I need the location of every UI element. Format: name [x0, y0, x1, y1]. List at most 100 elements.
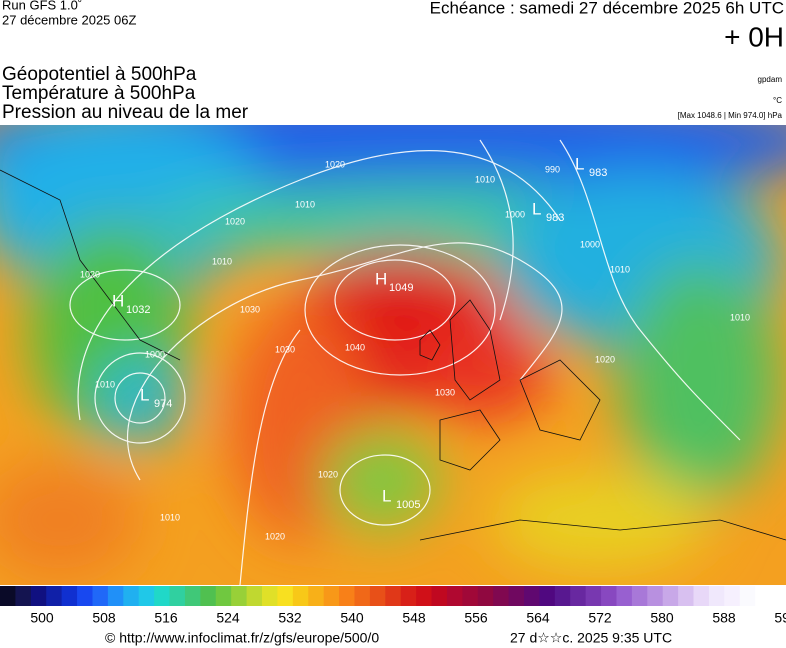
scale-label: 588	[712, 610, 736, 626]
isobar-label: 1000	[145, 349, 165, 359]
scale-label: 516	[154, 610, 178, 626]
color-swatch	[724, 586, 741, 606]
color-swatch	[446, 586, 463, 606]
isobar-label: 1020	[225, 216, 245, 226]
scale-label: 524	[216, 610, 240, 626]
coastlines	[0, 169, 786, 541]
scale-label: 508	[92, 610, 116, 626]
isobar-label: 1030	[275, 344, 295, 354]
center-letter: H	[375, 269, 387, 288]
color-swatch	[693, 586, 710, 606]
color-swatch	[477, 586, 494, 606]
isobar-label: 1030	[435, 387, 455, 397]
color-swatch	[308, 586, 325, 606]
color-swatch	[493, 586, 510, 606]
isobar-label: 1010	[475, 174, 495, 184]
center-value: 983	[546, 212, 564, 224]
isobar-label: 1020	[318, 469, 338, 479]
color-swatch	[292, 586, 309, 606]
isobar-label: 1010	[95, 379, 115, 389]
isobar-label: 1010	[212, 256, 232, 266]
color-swatch	[524, 586, 540, 606]
color-swatch	[123, 586, 140, 606]
center-value: 1049	[389, 282, 413, 294]
run: Run GFS 1.0˚	[2, 0, 82, 12]
unit: [Max 1048.6 | Min 974.0] hPa	[678, 111, 783, 120]
color-swatch	[200, 586, 217, 606]
color-swatch	[739, 586, 756, 606]
isobar-label: 990	[545, 164, 560, 174]
color-swatch	[339, 586, 355, 606]
center-letter: H	[112, 291, 124, 310]
offset: + 0H	[724, 21, 784, 52]
color-swatch	[107, 586, 124, 606]
isobar-label: 1020	[325, 159, 345, 169]
color-swatch	[616, 586, 633, 606]
center-letter: L	[532, 199, 541, 218]
center-value: 1032	[126, 304, 150, 316]
isobar-label: 1010	[160, 512, 180, 522]
color-swatch	[323, 586, 340, 606]
color-swatch	[585, 586, 602, 606]
run-date: 27 décembre 2025 06Z	[2, 12, 136, 27]
center-value: 1005	[396, 499, 420, 511]
scale-label: 596	[774, 610, 786, 626]
color-swatch	[462, 586, 479, 606]
color-swatch	[15, 586, 32, 606]
footer-time: 27 d☆☆c. 2025 9:35 UTC	[510, 630, 672, 646]
color-swatch	[30, 586, 47, 606]
isobars	[69, 139, 741, 585]
isobar-label: 1000	[505, 209, 525, 219]
field-name: Température à 500hPa	[2, 83, 196, 104]
scale-label: 548	[402, 610, 426, 626]
color-swatch	[539, 586, 556, 606]
field-name: Géopotentiel à 500hPa	[2, 64, 197, 85]
scale-label: 556	[464, 610, 488, 626]
field-name: Pression au niveau de la mer	[2, 102, 249, 123]
scale-label: 580	[650, 610, 674, 626]
color-swatch	[184, 586, 201, 606]
isobar-label: 1010	[295, 199, 315, 209]
color-swatch	[277, 586, 294, 606]
center-value: 983	[589, 167, 607, 179]
color-swatch	[508, 586, 525, 606]
color-swatch	[570, 586, 587, 606]
scale-label: 564	[526, 610, 550, 626]
map	[0, 125, 786, 585]
isobar-label: 1020	[80, 269, 100, 279]
color-swatch	[138, 586, 155, 606]
color-swatch	[77, 586, 93, 606]
color-swatch	[400, 586, 417, 606]
isobar-label: 1000	[580, 239, 600, 249]
color-swatch	[678, 586, 695, 606]
color-swatch	[708, 586, 725, 606]
color-swatch	[92, 586, 109, 606]
color-swatch	[246, 586, 263, 606]
color-swatch	[169, 586, 186, 606]
color-swatch	[262, 586, 278, 606]
color-swatch	[416, 586, 433, 606]
color-swatch	[770, 586, 786, 606]
center-letter: L	[382, 486, 391, 505]
isobar-label: 1010	[730, 312, 750, 322]
color-swatch	[601, 586, 617, 606]
color-swatch	[61, 586, 78, 606]
echeance: Echéance : samedi 27 décembre 2025 6h UT…	[430, 0, 784, 17]
center-value: 974	[154, 398, 172, 410]
center-letter: L	[140, 385, 149, 404]
color-swatch	[369, 586, 386, 606]
color-swatch	[431, 586, 448, 606]
color-swatch	[354, 586, 371, 606]
center-letter: L	[575, 154, 584, 173]
color-swatch	[215, 586, 232, 606]
scale-label: 532	[278, 610, 302, 626]
unit: °C	[773, 96, 782, 105]
isobar-label: 1010	[610, 264, 630, 274]
color-swatch	[662, 586, 679, 606]
unit: gpdam	[758, 75, 783, 84]
scale-label: 572	[588, 610, 612, 626]
color-swatch	[755, 586, 772, 606]
isobar-label: 1020	[595, 354, 615, 364]
footer-url: © http://www.infoclimat.fr/z/gfs/europe/…	[105, 630, 379, 646]
